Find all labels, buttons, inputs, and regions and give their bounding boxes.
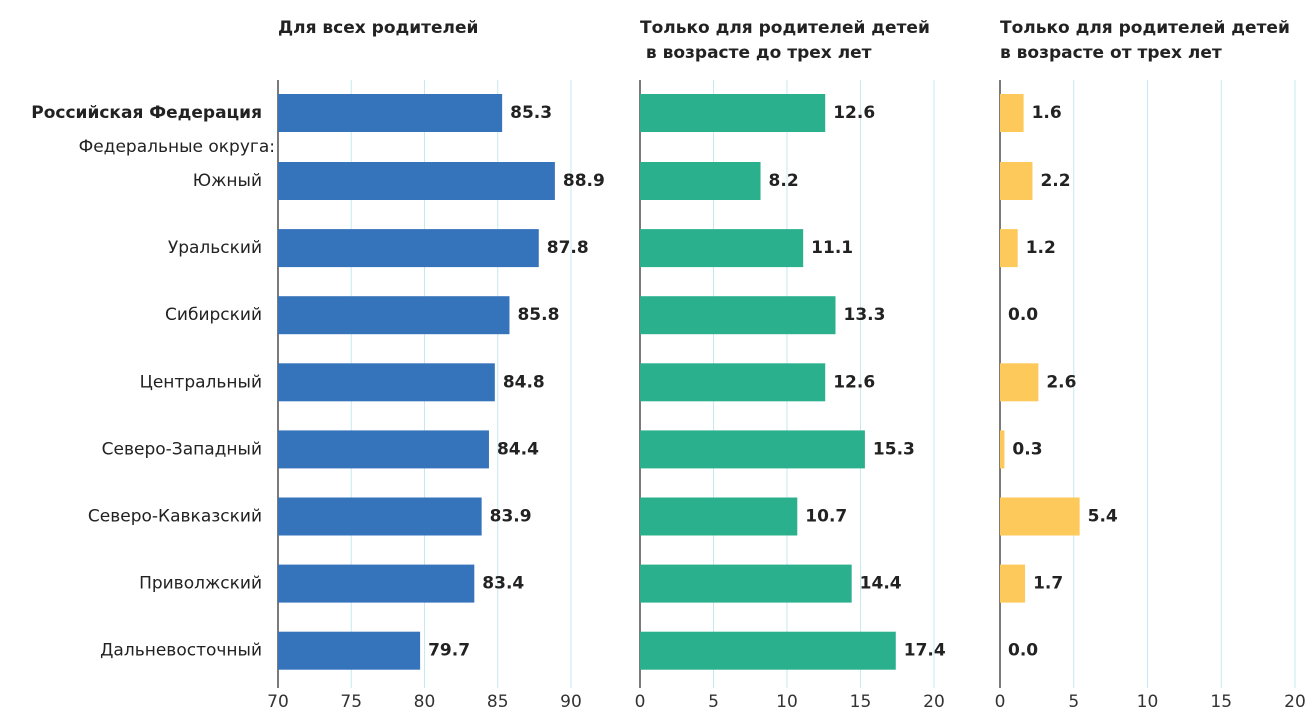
bar — [640, 296, 836, 335]
value-label: 0.3 — [1012, 439, 1042, 459]
category-label: Дальневосточный — [100, 641, 262, 661]
category-label: Приволжский — [139, 574, 262, 594]
bar — [1000, 229, 1018, 268]
bar — [278, 229, 539, 268]
panel-title: в возрасте от трех лет — [1000, 43, 1222, 63]
bar — [278, 296, 510, 335]
bar — [640, 94, 826, 132]
panel-title: Только для родителей детей — [1000, 18, 1290, 38]
bar — [1000, 430, 1005, 469]
bar — [1000, 162, 1033, 200]
value-label: 85.8 — [517, 305, 559, 325]
bar — [640, 631, 896, 670]
x-tick-label: 80 — [414, 692, 436, 712]
bar — [278, 94, 503, 132]
x-tick-label: 20 — [1284, 692, 1306, 712]
x-tick-label: 10 — [1137, 692, 1159, 712]
x-tick-label: 10 — [776, 692, 798, 712]
category-label: Сибирский — [165, 305, 262, 325]
bar — [278, 430, 489, 469]
bar — [640, 229, 804, 268]
value-label: 5.4 — [1088, 507, 1118, 527]
x-tick-label: 85 — [487, 692, 509, 712]
x-tick-label: 5 — [708, 692, 719, 712]
panel-title: Для всех родителей — [278, 18, 478, 38]
value-label: 88.9 — [563, 171, 605, 191]
value-label: 8.2 — [769, 171, 799, 191]
value-label: 2.2 — [1040, 171, 1070, 191]
bar — [278, 631, 421, 670]
bar — [1000, 363, 1039, 402]
value-label: 0.0 — [1008, 641, 1038, 661]
category-label: Северо-Западный — [102, 439, 262, 459]
value-label: 15.3 — [873, 439, 915, 459]
value-label: 1.2 — [1026, 238, 1056, 258]
category-label: Центральный — [140, 372, 262, 392]
value-label: 10.7 — [805, 507, 847, 527]
panel-title: в возрасте до трех лет — [640, 43, 872, 63]
value-label: 12.6 — [833, 103, 875, 123]
bar — [640, 162, 761, 200]
value-label: 83.4 — [482, 574, 524, 594]
value-label: 1.7 — [1033, 574, 1063, 594]
x-tick-label: 20 — [923, 692, 945, 712]
bar — [278, 497, 482, 536]
bar — [1000, 564, 1026, 603]
panel-title: Только для родителей детей — [640, 18, 930, 38]
value-label: 11.1 — [811, 238, 853, 258]
category-label: Уральский — [168, 238, 262, 258]
group-label: Федеральные округа: — [79, 137, 275, 157]
x-tick-label: 0 — [635, 692, 646, 712]
value-label: 87.8 — [547, 238, 589, 258]
category-label: Южный — [193, 171, 262, 191]
x-tick-label: 70 — [267, 692, 289, 712]
value-label: 13.3 — [844, 305, 886, 325]
value-label: 85.3 — [510, 103, 552, 123]
bar — [640, 363, 826, 402]
x-tick-label: 15 — [850, 692, 872, 712]
category-label: Северо-Кавказский — [88, 507, 262, 527]
bar — [278, 162, 555, 200]
bar — [640, 564, 852, 603]
value-label: 12.6 — [833, 372, 875, 392]
value-label: 79.7 — [428, 641, 470, 661]
value-label: 0.0 — [1008, 305, 1038, 325]
value-label: 1.6 — [1032, 103, 1062, 123]
category-label: Российская Федерация — [31, 103, 262, 123]
value-label: 17.4 — [904, 641, 946, 661]
bar — [278, 564, 475, 603]
x-tick-label: 5 — [1068, 692, 1079, 712]
value-label: 2.6 — [1046, 372, 1076, 392]
value-label: 84.8 — [503, 372, 545, 392]
value-label: 84.4 — [497, 439, 539, 459]
bar — [640, 497, 798, 536]
bar — [278, 363, 495, 402]
value-label: 83.9 — [490, 507, 532, 527]
x-tick-label: 90 — [560, 692, 582, 712]
bar — [1000, 94, 1024, 132]
x-tick-label: 0 — [995, 692, 1006, 712]
x-tick-label: 75 — [340, 692, 362, 712]
x-tick-label: 15 — [1210, 692, 1232, 712]
bar — [640, 430, 865, 469]
bar — [1000, 497, 1080, 536]
value-label: 14.4 — [860, 574, 902, 594]
